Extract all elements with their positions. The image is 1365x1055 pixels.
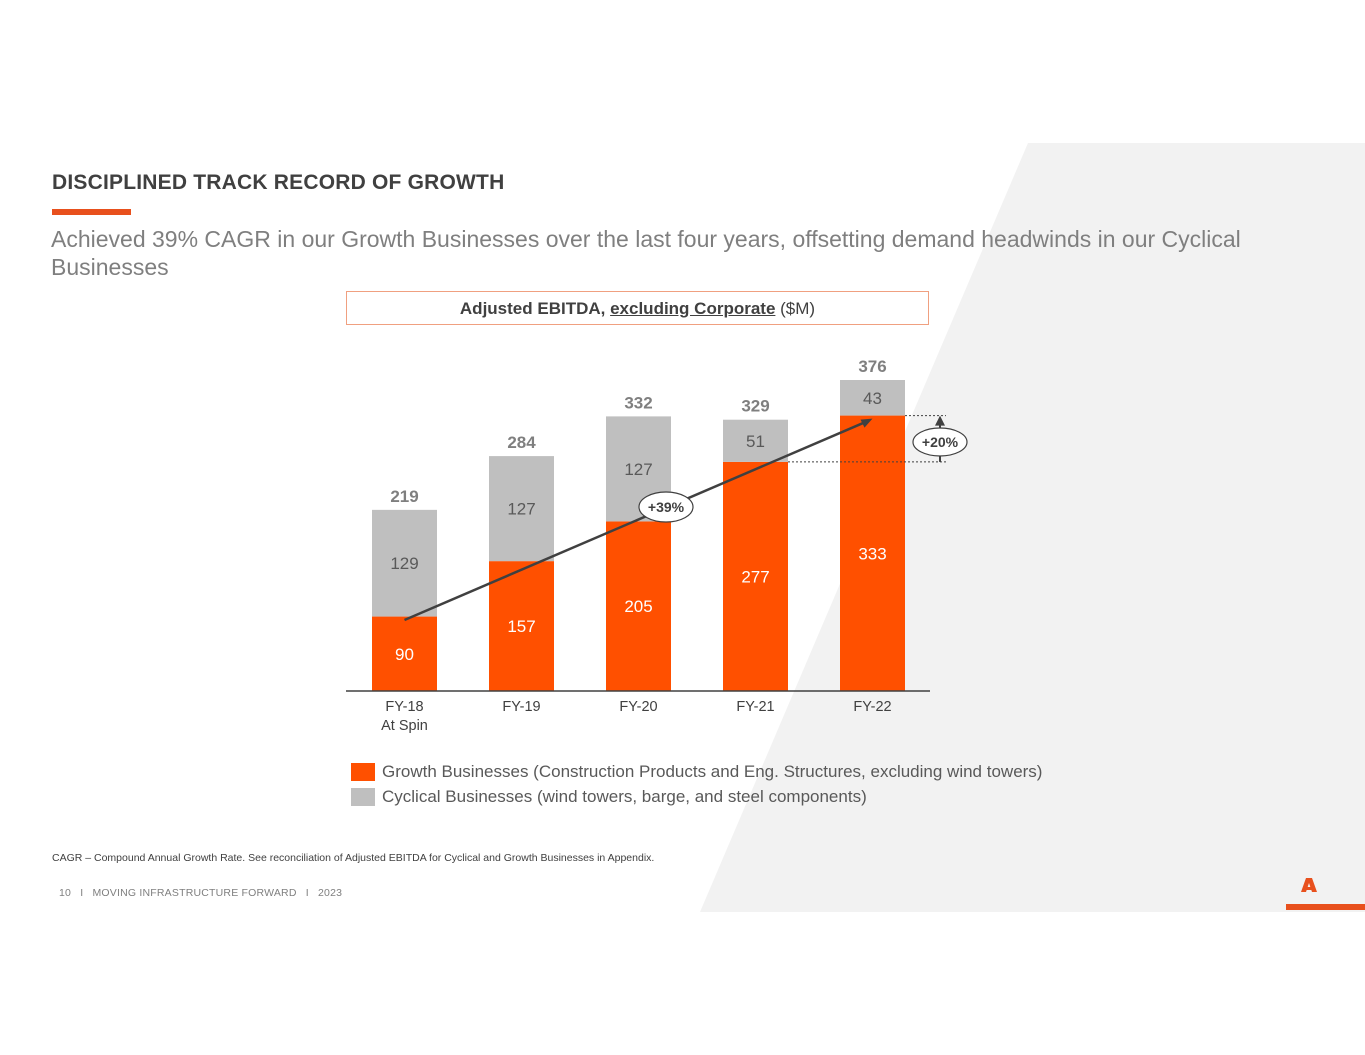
- footer-separator-2: I: [305, 887, 309, 899]
- data-label-cyclical-FY-19: 127: [507, 500, 535, 519]
- slide-title: DISCIPLINED TRACK RECORD OF GROWTH: [52, 171, 505, 194]
- bar-growth-FY-21: [723, 461, 788, 691]
- chart-title-suffix: ($M): [780, 299, 816, 318]
- total-label-FY-18: 219: [390, 487, 418, 506]
- legend-label-growth: Growth Businesses (Construction Products…: [382, 762, 1043, 781]
- data-label-growth-FY-22: 333: [858, 544, 886, 563]
- bar-cyclical-FY-19: [489, 456, 554, 562]
- growth-annotation-bubble: [912, 427, 968, 457]
- chart-legend: Growth Businesses (Construction Products…: [351, 760, 1042, 810]
- tick-label-FY-18: FY-18: [385, 699, 423, 715]
- bar-cyclical-FY-18: [372, 509, 437, 617]
- bar-growth-FY-19: [489, 561, 554, 691]
- tick-label-FY-22: FY-22: [853, 699, 891, 715]
- page-number: 10: [59, 887, 72, 899]
- data-label-cyclical-FY-18: 129: [390, 554, 418, 573]
- comparison-arrowhead: [935, 415, 945, 426]
- total-label-FY-22: 376: [858, 357, 886, 376]
- bar-growth-FY-20: [606, 521, 671, 691]
- cagr-arrow-line: [404, 420, 867, 622]
- chart-title-bold: Adjusted EBITDA,: [459, 299, 606, 318]
- data-label-growth-FY-20: 205: [624, 597, 652, 616]
- tick-label-FY-19: FY-19: [502, 699, 540, 715]
- total-label-FY-19: 284: [507, 433, 536, 452]
- cagr-arrowhead: [860, 418, 873, 428]
- title-accent-rule: [52, 209, 131, 215]
- slide-subtitle: Achieved 39% CAGR in our Growth Business…: [51, 226, 1241, 280]
- legend-label-cyclical: Cyclical Businesses (wind towers, barge,…: [382, 787, 867, 806]
- data-label-growth-FY-21: 277: [741, 567, 769, 586]
- data-label-cyclical-FY-22: 43: [863, 389, 882, 408]
- footnote: CAGR – Compound Annual Growth Rate. See …: [52, 852, 655, 864]
- bar-cyclical-FY-21: [723, 419, 788, 462]
- footer-year: 2023: [317, 887, 343, 899]
- footer-tagline: MOVING INFRASTRUCTURE FORWARD: [92, 887, 297, 899]
- total-label-FY-20: 332: [624, 393, 652, 412]
- tick-label-FY-20: FY-20: [619, 699, 657, 715]
- footer: 10 I MOVING INFRASTRUCTURE FORWARD I 202…: [59, 887, 348, 899]
- cagr-annotation-label: +39%: [648, 499, 685, 515]
- footer-separator: I: [80, 887, 84, 899]
- data-label-growth-FY-19: 157: [507, 617, 535, 636]
- tick-label-FY-21: FY-21: [736, 699, 774, 715]
- legend-item-growth: Growth Businesses (Construction Products…: [351, 760, 1042, 784]
- total-label-FY-21: 329: [741, 397, 769, 416]
- bar-growth-FY-18: [372, 616, 437, 691]
- growth-annotation-label: +20%: [922, 434, 959, 450]
- tick-sublabel-FY-18: At Spin: [381, 718, 428, 734]
- data-label-cyclical-FY-21: 51: [746, 432, 765, 451]
- legend-item-cyclical: Cyclical Businesses (wind towers, barge,…: [351, 785, 1042, 809]
- legend-swatch-cyclical: [351, 788, 375, 806]
- bar-cyclical-FY-22: [840, 380, 905, 416]
- cagr-annotation-bubble: [638, 491, 694, 523]
- data-label-growth-FY-18: 90: [395, 645, 414, 664]
- arcosa-a-logo-icon: [1286, 878, 1365, 910]
- chart-title: Adjusted EBITDA, excluding Corporate ($M…: [346, 291, 929, 325]
- legend-swatch-growth: [351, 763, 375, 781]
- chart-title-underlined: excluding Corporate: [610, 299, 776, 318]
- data-label-cyclical-FY-20: 127: [624, 460, 652, 479]
